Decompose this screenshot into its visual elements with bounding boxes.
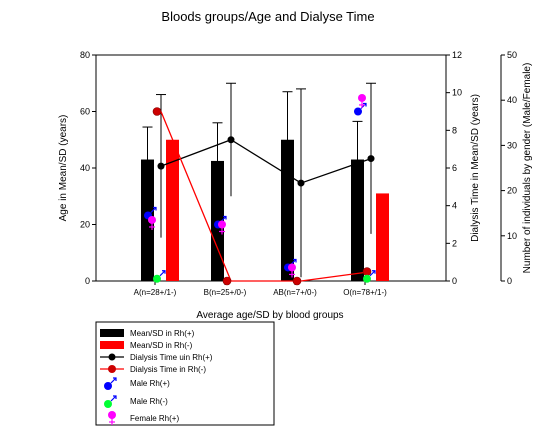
- male-sign-arrow: [113, 395, 117, 399]
- point-dialysis-rh-neg: [152, 107, 162, 116]
- y-axis-label-left: Age in Mean/SD (years): [58, 115, 69, 222]
- legend-label: Dialysis Time in Rh(-): [130, 365, 206, 374]
- x-tick-label: O(n=78+/1-): [343, 288, 387, 297]
- x-tick-label: AB(n=7+/0-): [273, 288, 317, 297]
- y-tick-label-left: 20: [80, 220, 90, 230]
- x-tick-label: B(n=25+/0-): [204, 288, 247, 297]
- point-dialysis-rh-neg: [362, 267, 372, 276]
- male-sign-dot: [363, 274, 371, 283]
- male-sign-arrow: [363, 102, 367, 107]
- chart-title: Bloods groups/Age and Dialyse Time: [161, 9, 374, 24]
- point-dialysis-rh-pos: [157, 162, 165, 170]
- male-sign-arrow: [162, 270, 166, 274]
- legend-box: [95, 321, 275, 426]
- point-dialysis-rh-pos: [367, 155, 375, 163]
- female-sign-dot: [218, 220, 226, 229]
- y-tick-label-right2: 20: [507, 186, 517, 196]
- legend-label: Male Rh(+): [130, 379, 170, 388]
- legend-dot-rh-pos: [108, 353, 116, 361]
- y-tick-label-right: 8: [452, 125, 457, 135]
- y-tick-label-left: 0: [85, 276, 90, 286]
- bar-rh-neg: [166, 139, 179, 281]
- y-axis-label-right2: Number of individuals by gender (Male/Fe…: [522, 63, 533, 274]
- legend-label: Female Rh(+): [130, 414, 179, 423]
- y-tick-label-right: 2: [452, 238, 457, 248]
- bar-rh-pos: [141, 159, 154, 281]
- y-tick-label-right: 4: [452, 201, 457, 211]
- point-dialysis-rh-neg: [292, 276, 302, 286]
- male-sign-stroke: [369, 270, 376, 277]
- marker-male-rh-neg: [153, 270, 166, 283]
- legend-label: Male Rh(-): [130, 397, 168, 406]
- markers: [144, 93, 376, 283]
- y-tick-label-left: 40: [80, 163, 90, 173]
- x-tick-label: A(n=28+/1-): [134, 288, 177, 297]
- y-tick-label-right2: 40: [507, 95, 517, 105]
- legend-dot-rh-neg: [108, 365, 116, 373]
- y-tick-label-right: 12: [452, 50, 462, 60]
- y-tick-label-right: 6: [452, 163, 457, 173]
- point-dialysis-rh-pos: [297, 179, 305, 187]
- female-sign-dot: [148, 215, 156, 224]
- male-sign-arrow: [293, 258, 297, 263]
- legend-label: Mean/SD in Rh(+): [130, 329, 195, 338]
- female-sign-dot: [288, 263, 296, 272]
- male-sign-stroke: [150, 207, 157, 213]
- legend-marker-female-rh-pos: [108, 411, 116, 425]
- male-sign-dot: [354, 107, 362, 116]
- legend-label: Dialysis Time uin Rh(+): [130, 353, 213, 362]
- legend: Mean/SD in Rh(+) Mean/SD in Rh(-) Dialysis…: [95, 321, 275, 426]
- lines: [152, 82, 376, 286]
- male-sign-dot: [104, 400, 112, 408]
- bars: [141, 91, 389, 281]
- y-tick-label-right: 0: [452, 276, 457, 286]
- line-dialysis-rh-neg: [160, 111, 372, 282]
- male-sign-arrow: [372, 270, 376, 274]
- marker-female-rh-pos: [288, 263, 296, 278]
- male-sign-arrow: [113, 377, 117, 381]
- marker-female-rh-pos: [148, 215, 156, 230]
- legend-marker-male-rh-pos: [104, 377, 117, 390]
- male-sign-dot: [153, 274, 161, 283]
- male-sign-dot: [104, 382, 112, 390]
- line-dialysis-rh-pos: [160, 139, 372, 184]
- male-sign-stroke: [110, 395, 117, 402]
- female-sign-dot: [358, 93, 366, 102]
- point-dialysis-rh-neg: [222, 276, 232, 286]
- y-tick-label-right2: 0: [507, 276, 512, 286]
- y-tick-label-right: 10: [452, 88, 462, 98]
- x-axis-label: Average age/SD by blood groups: [196, 310, 343, 321]
- legend-swatch-rh-neg: [100, 341, 124, 349]
- male-sign-arrow: [153, 206, 157, 211]
- male-sign-stroke: [110, 377, 117, 384]
- y-tick-label-left: 80: [80, 50, 90, 60]
- marker-male-rh-neg: [363, 270, 376, 283]
- male-sign-arrow: [223, 215, 227, 220]
- y-tick-label-right2: 30: [507, 140, 517, 150]
- bar-rh-neg: [376, 193, 389, 281]
- legend-swatch-rh-pos: [100, 329, 124, 337]
- bar-rh-pos: [351, 159, 364, 281]
- y-tick-label-right2: 50: [507, 50, 517, 60]
- male-sign-stroke: [159, 270, 166, 277]
- bar-rh-pos: [281, 139, 294, 281]
- y-tick-label-left: 60: [80, 107, 90, 117]
- y-tick-label-right2: 10: [507, 231, 517, 241]
- marker-female-rh-pos: [358, 93, 366, 108]
- point-dialysis-rh-pos: [227, 136, 235, 144]
- legend-label: Mean/SD in Rh(-): [130, 341, 193, 350]
- female-sign-dot: [108, 411, 116, 419]
- legend-marker-male-rh-neg: [104, 395, 117, 408]
- marker-female-rh-pos: [218, 220, 226, 235]
- y-axis-label-right: Dialysis Time in Mean/SD (years): [470, 94, 481, 242]
